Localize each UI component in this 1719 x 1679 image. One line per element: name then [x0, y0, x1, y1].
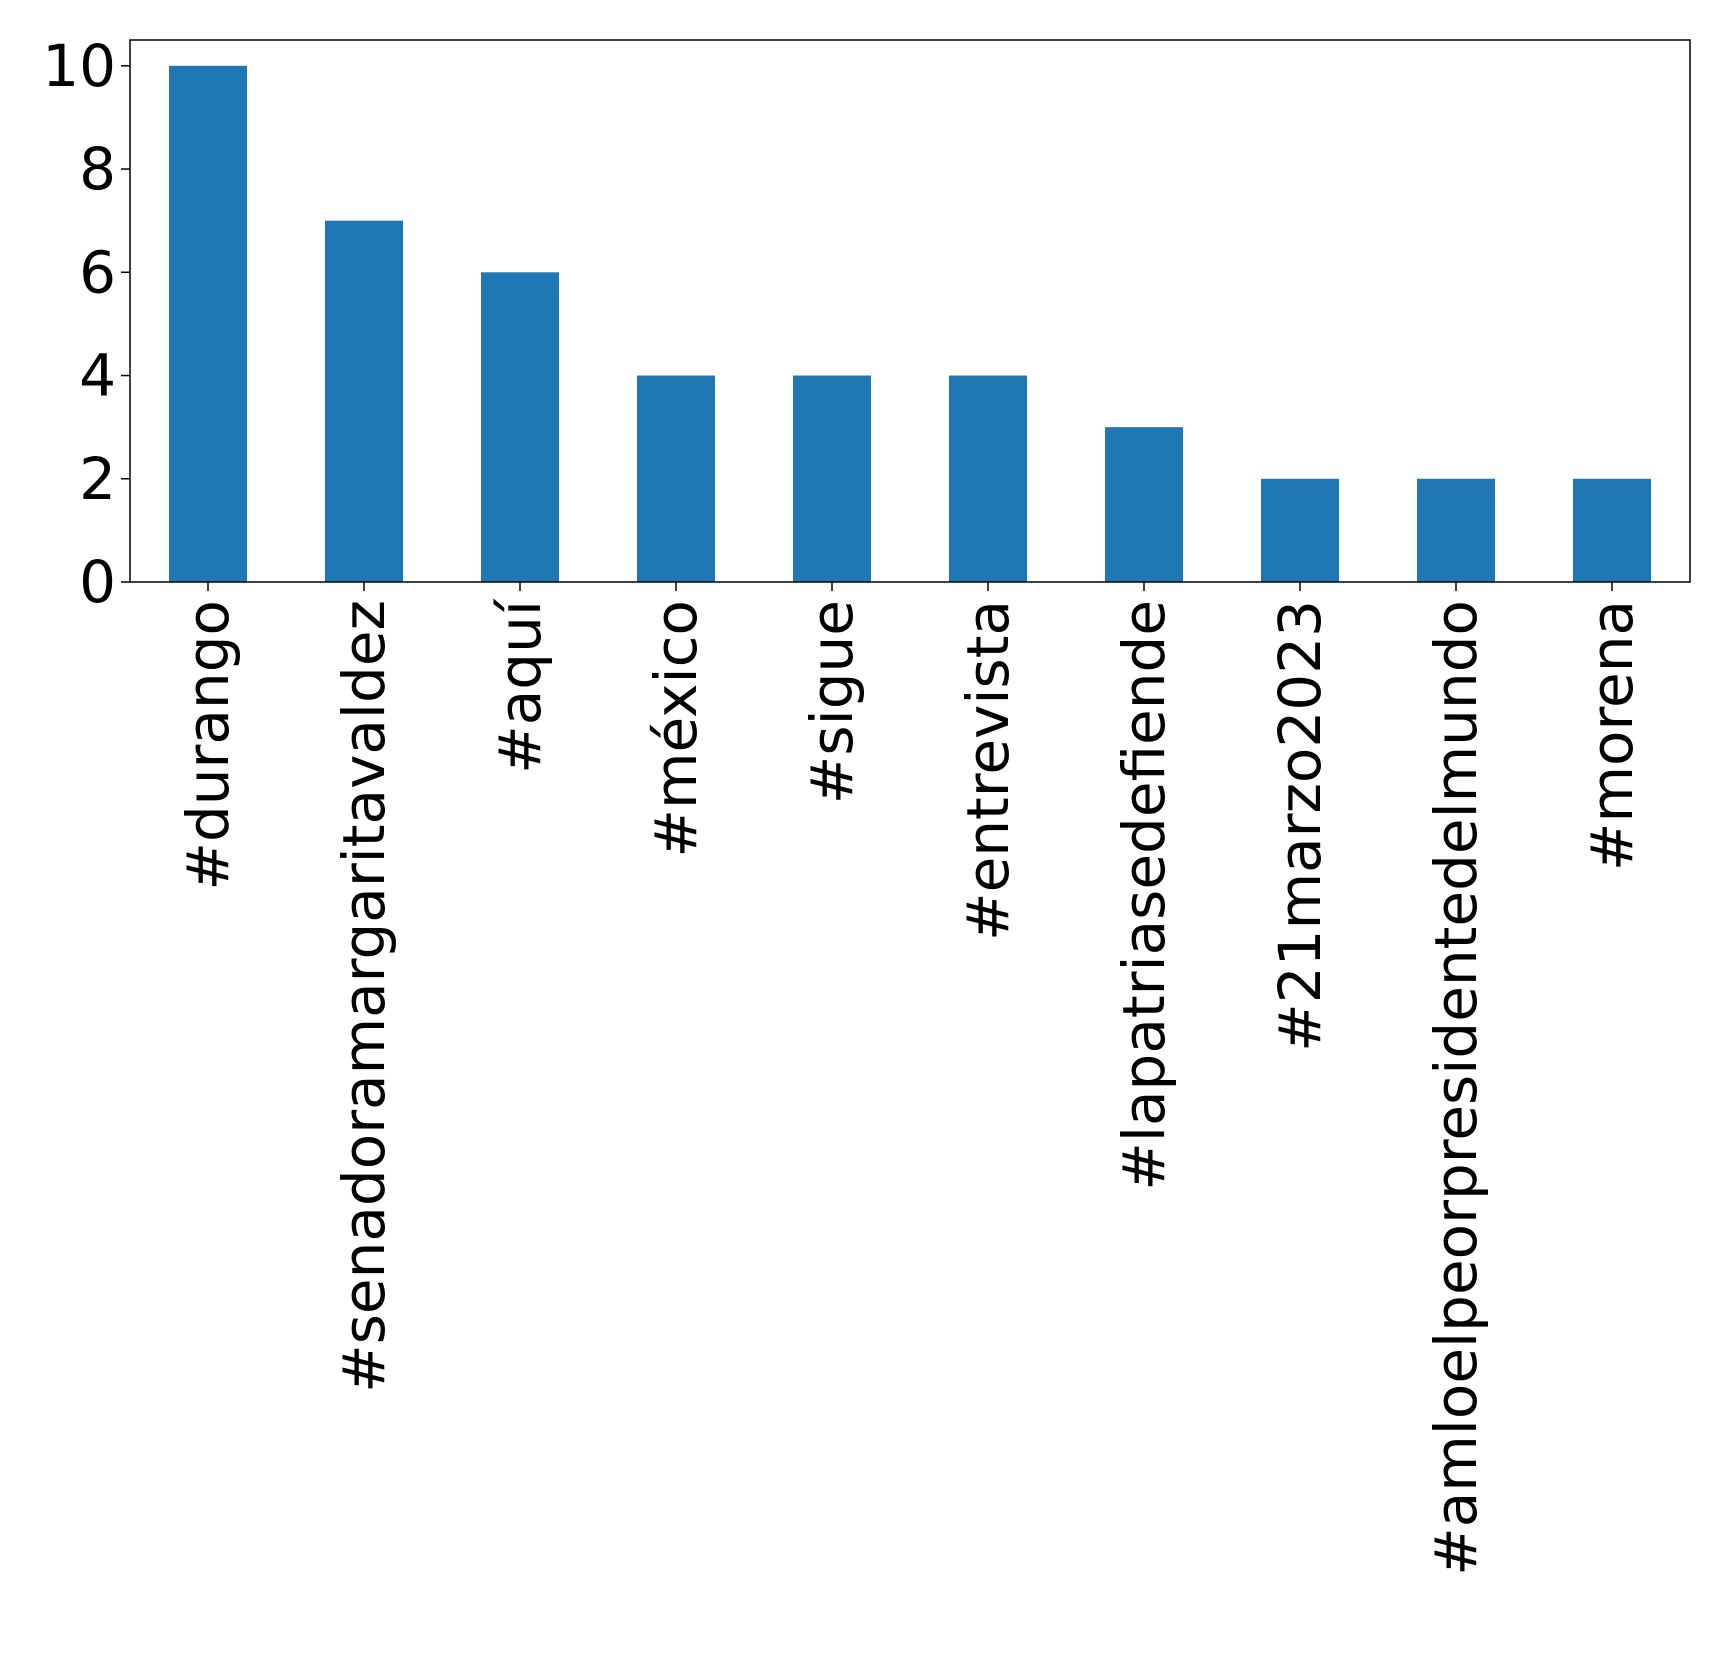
- bar-9: [1573, 478, 1651, 582]
- y-tick-label-0: 0: [79, 548, 116, 616]
- bar-6: [1105, 427, 1183, 582]
- bar-8: [1417, 478, 1495, 582]
- x-tick-label-4: #sigue: [798, 600, 866, 804]
- bar-2: [481, 272, 559, 582]
- bars-group: [169, 65, 1651, 583]
- bar-1: [325, 220, 403, 582]
- y-tick-label-2: 4: [79, 342, 116, 410]
- x-tick-label-1: #senadoramargaritavaldez: [330, 600, 398, 1393]
- x-tick-label-7: #21marzo2023: [1266, 600, 1334, 1052]
- bar-0: [169, 65, 247, 583]
- bar-5: [949, 375, 1027, 582]
- y-tick-label-5: 10: [42, 32, 116, 100]
- x-tick-label-2: #aquí: [486, 598, 554, 774]
- y-axis: 0 2 4 6 8 10: [42, 32, 130, 616]
- plot-frame: [129, 39, 1691, 583]
- x-tick-label-5: #entrevista: [954, 600, 1022, 941]
- x-axis: #durango #senadoramargaritavaldez #aquí #mé…: [174, 582, 1646, 1576]
- bar-7: [1261, 478, 1339, 582]
- y-tick-label-1: 2: [79, 445, 116, 513]
- x-tick-label-9: #morena: [1578, 600, 1646, 871]
- x-tick-label-0: #durango: [174, 600, 242, 891]
- x-tick-label-8: #amloelpeorpresidentedelmundo: [1422, 600, 1490, 1576]
- y-tick-label-3: 6: [79, 238, 116, 306]
- x-tick-label-3: #méxico: [642, 600, 710, 858]
- x-tick-label-6: #lapatriasedefiende: [1110, 600, 1178, 1191]
- bar-4: [793, 375, 871, 582]
- y-tick-label-4: 8: [79, 135, 116, 203]
- bar-3: [637, 375, 715, 582]
